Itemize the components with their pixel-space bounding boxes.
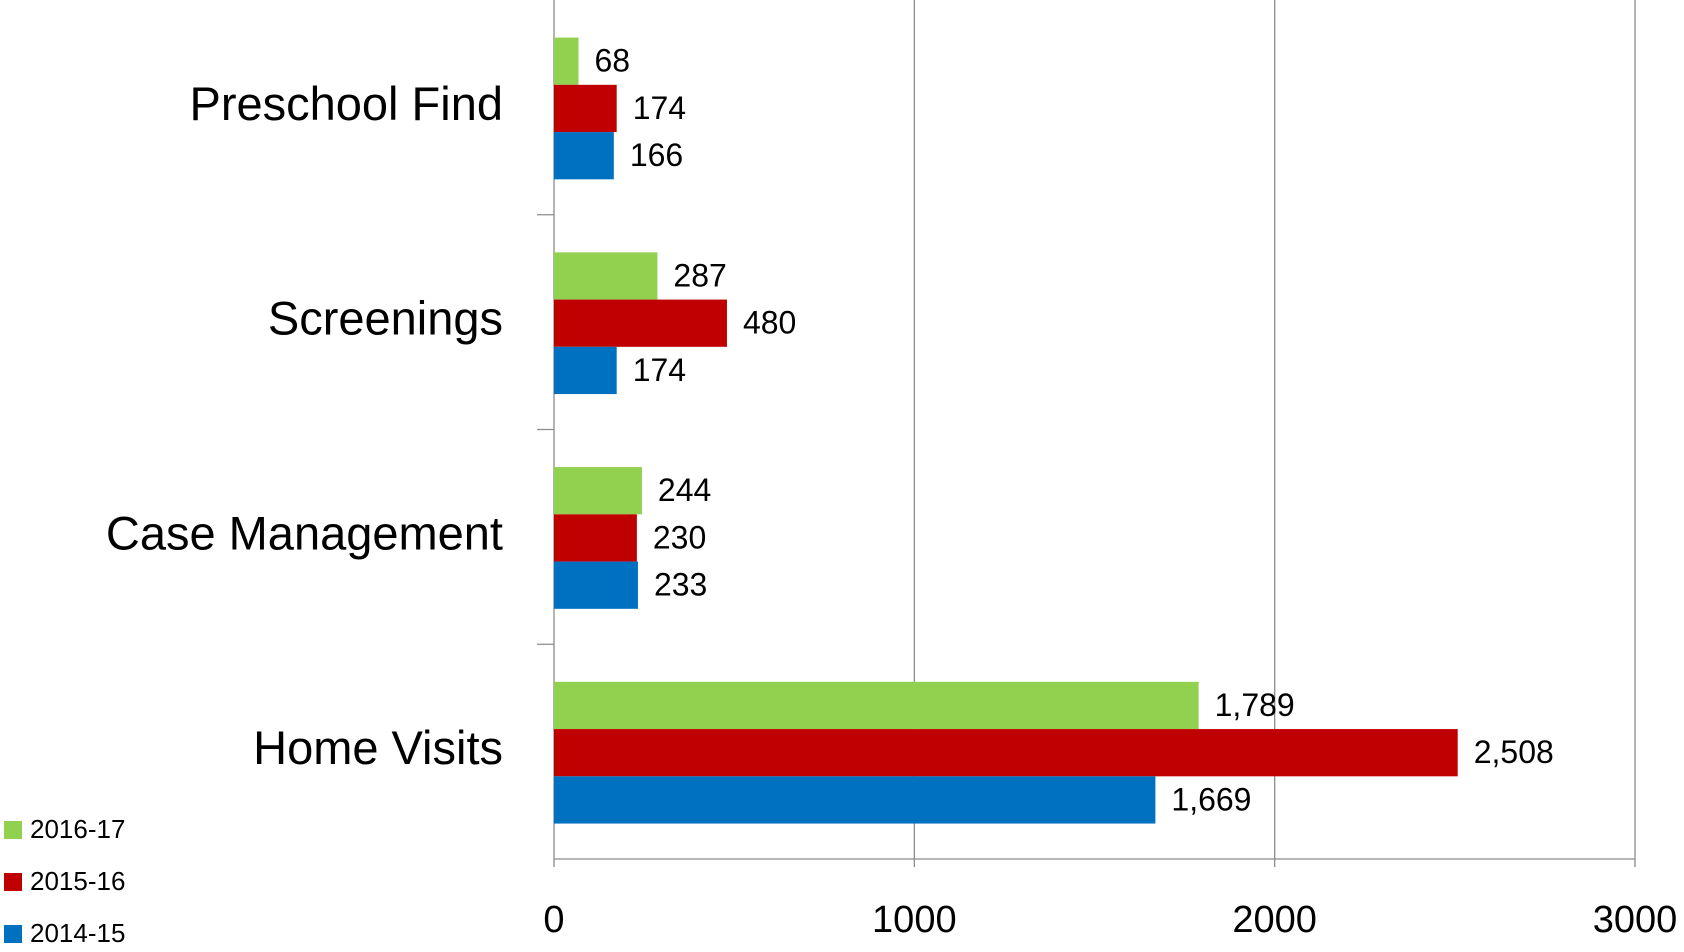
bar	[554, 561, 638, 609]
data-label: 174	[633, 352, 686, 388]
y-tick-label: Case Management	[106, 506, 503, 559]
data-label: 68	[595, 43, 631, 79]
data-label: 174	[633, 90, 686, 126]
data-label: 480	[743, 305, 796, 341]
bar	[554, 729, 1458, 777]
data-label: 1,789	[1215, 687, 1295, 723]
data-label: 233	[654, 567, 707, 603]
legend-swatch	[4, 873, 22, 891]
x-tick-label: 0	[543, 899, 564, 941]
legend-swatch	[4, 925, 22, 943]
y-tick-label: Screenings	[268, 292, 503, 345]
data-label: 287	[673, 257, 726, 293]
bar	[554, 37, 579, 85]
bar	[554, 132, 614, 180]
data-label: 244	[658, 472, 711, 508]
x-tick-label: 3000	[1593, 899, 1678, 941]
legend-label: 2014-15	[30, 918, 125, 948]
data-label: 2,508	[1474, 734, 1554, 770]
bar	[554, 514, 637, 562]
data-label: 166	[630, 137, 683, 173]
x-tick-label: 1000	[872, 899, 957, 941]
bar	[554, 467, 642, 515]
legend-label: 2016-17	[30, 814, 125, 844]
bar	[554, 346, 617, 395]
x-tick-label: 2000	[1232, 899, 1317, 941]
bar	[554, 681, 1199, 730]
y-tick-label: Preschool Find	[190, 77, 504, 130]
bar	[554, 84, 617, 133]
bar	[554, 252, 658, 300]
legend-label: 2015-16	[30, 866, 125, 896]
y-tick-label: Home Visits	[253, 721, 503, 774]
legend-swatch	[4, 821, 22, 839]
data-label: 230	[653, 519, 706, 555]
bar	[554, 776, 1156, 824]
bar	[554, 299, 727, 347]
data-label: 1,669	[1171, 781, 1251, 817]
